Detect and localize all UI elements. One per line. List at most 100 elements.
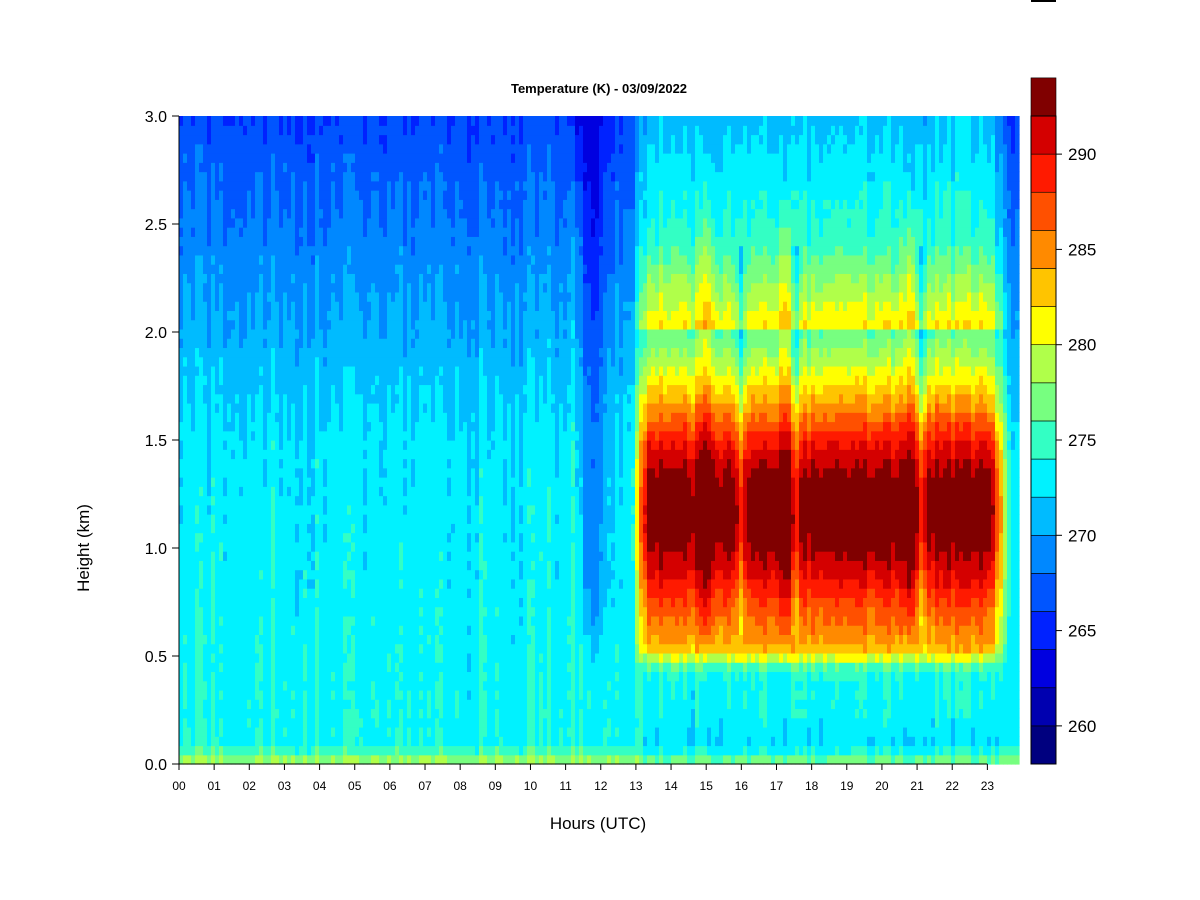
heatmap-cell	[403, 560, 408, 571]
heatmap-cell	[383, 282, 388, 293]
heatmap-cell	[263, 153, 268, 163]
heatmap-cell	[371, 393, 376, 404]
heatmap-cell	[279, 319, 284, 330]
heatmap-cell	[235, 588, 240, 598]
heatmap-cell	[383, 338, 388, 349]
heatmap-cell	[431, 301, 436, 311]
heatmap-cell	[219, 282, 224, 293]
heatmap-cell	[439, 514, 444, 524]
heatmap-cell	[455, 726, 460, 737]
heatmap-cell	[259, 588, 264, 598]
heatmap-cell	[315, 486, 320, 497]
heatmap-cell	[423, 375, 428, 386]
heatmap-cell	[307, 143, 312, 154]
heatmap-cell	[211, 588, 216, 598]
heatmap-cell	[399, 356, 404, 367]
heatmap-cell	[323, 495, 328, 506]
heatmap-cell	[215, 134, 220, 145]
heatmap-cell	[251, 430, 256, 441]
heatmap-cell	[395, 754, 400, 765]
heatmap-cell	[239, 514, 244, 524]
heatmap-cell	[251, 615, 256, 626]
heatmap-cell	[219, 662, 224, 673]
heatmap-cell	[451, 560, 456, 571]
heatmap-cell	[335, 412, 340, 423]
heatmap-cell	[211, 680, 216, 691]
heatmap-cell	[359, 588, 364, 598]
heatmap-cell	[311, 365, 316, 376]
heatmap-cell	[311, 143, 316, 154]
heatmap-cell	[447, 319, 452, 330]
heatmap-cell	[431, 310, 436, 321]
heatmap-cell	[223, 180, 228, 191]
heatmap-cell	[191, 560, 196, 571]
heatmap-cell	[251, 338, 256, 349]
heatmap-cell	[415, 717, 420, 728]
heatmap-cell	[187, 236, 192, 247]
heatmap-cell	[215, 606, 220, 617]
heatmap-cell	[303, 412, 308, 423]
heatmap-cell	[455, 680, 460, 691]
heatmap-cell	[215, 264, 220, 274]
heatmap-cell	[415, 291, 420, 302]
heatmap-cell	[259, 254, 264, 265]
heatmap-cell	[319, 430, 324, 441]
heatmap-cell	[327, 264, 332, 274]
heatmap-cell	[323, 143, 328, 154]
heatmap-cell	[191, 236, 196, 247]
heatmap-cell	[271, 680, 276, 691]
heatmap-cell	[411, 597, 416, 608]
heatmap-cell	[203, 680, 208, 691]
heatmap-cell	[191, 402, 196, 413]
heatmap-cell	[367, 365, 372, 376]
heatmap-cell	[295, 430, 300, 441]
heatmap-cell	[331, 495, 336, 506]
heatmap-cell	[423, 245, 428, 256]
heatmap-cell	[359, 347, 364, 358]
heatmap-cell	[235, 541, 240, 552]
heatmap-cell	[383, 467, 388, 478]
heatmap-cell	[199, 551, 204, 561]
heatmap-cell	[235, 662, 240, 673]
heatmap-cell	[187, 699, 192, 710]
heatmap-cell	[451, 588, 456, 598]
heatmap-cell	[387, 254, 392, 265]
heatmap-cell	[299, 606, 304, 617]
heatmap-cell	[283, 356, 288, 367]
heatmap-cell	[251, 347, 256, 358]
heatmap-cell	[395, 162, 400, 173]
heatmap-cell	[431, 291, 436, 302]
heatmap-cell	[287, 180, 292, 191]
heatmap-cell	[395, 143, 400, 154]
heatmap-cell	[283, 671, 288, 682]
heatmap-cell	[427, 328, 432, 339]
heatmap-cell	[299, 162, 304, 173]
heatmap-cell	[299, 689, 304, 700]
heatmap-cell	[279, 467, 284, 478]
heatmap-cell	[223, 162, 228, 173]
heatmap-cell	[239, 458, 244, 469]
heatmap-cell	[455, 532, 460, 543]
heatmap-cell	[459, 440, 464, 450]
heatmap-cell	[455, 662, 460, 673]
heatmap-cell	[283, 227, 288, 237]
heatmap-cell	[239, 162, 244, 173]
heatmap-cell	[219, 588, 224, 598]
heatmap-cell	[275, 625, 280, 635]
heatmap-cell	[383, 190, 388, 200]
heatmap-cell	[263, 338, 268, 349]
heatmap-cell	[251, 597, 256, 608]
heatmap-cell	[439, 347, 444, 358]
heatmap-cell	[195, 282, 200, 293]
heatmap-cell	[263, 671, 268, 682]
heatmap-cell	[295, 504, 300, 515]
heatmap-cell	[227, 541, 232, 552]
heatmap-cell	[399, 662, 404, 673]
heatmap-cell	[451, 652, 456, 663]
heatmap-cell	[415, 430, 420, 441]
heatmap-cell	[459, 708, 464, 719]
heatmap-cell	[243, 310, 248, 321]
heatmap-cell	[187, 736, 192, 747]
heatmap-cell	[375, 541, 380, 552]
heatmap-cell	[359, 541, 364, 552]
